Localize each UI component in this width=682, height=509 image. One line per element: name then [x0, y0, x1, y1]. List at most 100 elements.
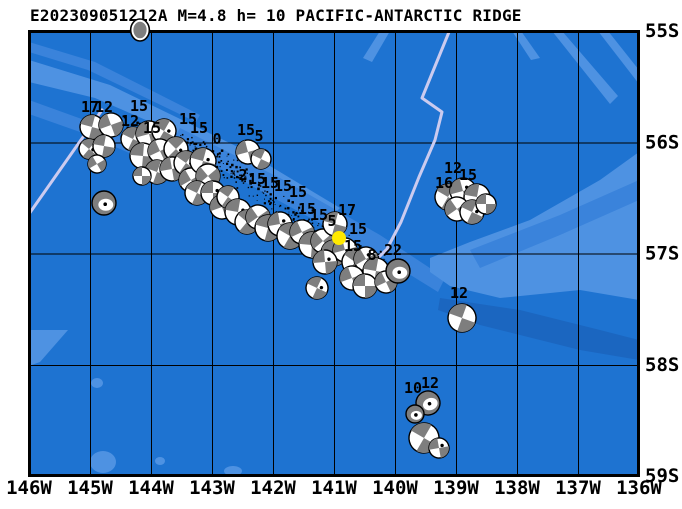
longitude-tick-label: 145W	[67, 477, 113, 499]
micro-event-marker	[138, 122, 141, 125]
micro-event-marker	[247, 186, 250, 189]
latitude-tick-label: 59S	[645, 465, 679, 487]
micro-event-marker	[243, 177, 247, 180]
focal-mechanism-beachball	[98, 112, 124, 138]
micro-event-marker	[226, 177, 229, 179]
micro-event-marker	[217, 154, 219, 156]
micro-event-marker	[180, 135, 182, 137]
longitude-tick-label: 143W	[189, 477, 235, 499]
micro-event-marker	[348, 234, 350, 236]
depth-label: 22	[384, 241, 402, 259]
micro-event-marker	[222, 174, 225, 176]
micro-event-marker	[191, 141, 194, 144]
micro-event-marker	[136, 121, 139, 125]
micro-event-marker	[271, 208, 273, 210]
depth-label: 12	[421, 374, 439, 392]
micro-event-marker	[383, 254, 386, 256]
micro-event-marker	[250, 175, 252, 178]
micro-event-marker	[269, 197, 272, 200]
micro-event-marker	[191, 136, 193, 139]
focal-mechanism-beachball	[475, 193, 497, 215]
depth-label: 12	[121, 112, 139, 130]
depth-label: 12	[450, 284, 468, 302]
depth-label: 0	[212, 130, 221, 148]
micro-event-marker	[297, 213, 299, 214]
micro-event-marker	[123, 117, 126, 119]
latitude-tick-label: 57S	[645, 243, 679, 265]
focal-mechanism-beachball	[405, 404, 425, 424]
micro-event-marker	[235, 165, 238, 169]
beachball-axis-dot	[103, 202, 107, 206]
micro-event-marker	[383, 258, 385, 260]
beachball-core	[133, 21, 147, 39]
bathymetry-patch	[224, 466, 242, 476]
micro-event-marker	[311, 222, 314, 225]
micro-event-marker	[234, 174, 236, 176]
bathymetry-band	[470, 180, 639, 268]
micro-event-marker	[242, 182, 245, 184]
micro-event-marker	[250, 174, 253, 177]
depth-label: 15	[237, 121, 255, 139]
focal-mechanism-beachball	[132, 166, 152, 186]
focal-mechanism-beachball	[305, 276, 329, 300]
micro-event-marker	[246, 172, 248, 174]
depth-label: 15	[344, 237, 362, 255]
micro-event-marker	[218, 152, 221, 155]
micro-event-marker	[257, 188, 259, 190]
beachball-axis-dot	[397, 270, 401, 274]
bathymetry-bands	[29, 31, 639, 476]
micro-event-marker	[379, 250, 382, 253]
beachball-quadrants	[461, 200, 483, 224]
micro-event-marker	[194, 147, 198, 151]
beachball-quadrants	[80, 115, 104, 139]
micro-event-marker	[237, 176, 239, 179]
micro-event-marker	[189, 144, 191, 146]
micro-event-marker	[256, 200, 258, 201]
micro-event-marker	[318, 223, 320, 225]
depth-label: 17	[81, 98, 99, 116]
focal-mechanism-beachball	[87, 154, 107, 174]
micro-event-marker	[359, 245, 362, 248]
micro-event-marker	[264, 190, 266, 192]
micro-event-marker	[205, 145, 208, 148]
focal-mechanism-beachball	[312, 249, 338, 275]
micro-event-marker	[274, 204, 276, 206]
micro-event-marker	[233, 159, 235, 161]
micro-event-marker	[240, 174, 243, 177]
micro-event-marker	[218, 161, 221, 164]
beachball-axis-dot	[206, 157, 210, 162]
micro-event-marker	[216, 165, 218, 168]
beachball-quadrants	[476, 194, 496, 214]
depth-label: 5	[254, 127, 263, 145]
plot-title: E202309051212A M=4.8 h= 10 PACIFIC-ANTAR…	[30, 6, 522, 25]
micro-event-marker	[308, 218, 310, 221]
micro-event-marker	[245, 175, 247, 177]
grid-lines	[29, 31, 639, 476]
beachball-axis-dot	[366, 253, 371, 257]
micro-event-marker	[243, 175, 245, 177]
micro-event-marker	[227, 153, 230, 156]
micro-event-marker	[268, 200, 271, 203]
beachball-quadrants	[88, 156, 106, 172]
micro-event-marker	[212, 150, 215, 153]
depth-label: 15	[310, 206, 328, 224]
bathymetry-patch	[155, 457, 165, 465]
depth-label: 15	[248, 170, 266, 188]
focal-mechanism-beachball	[385, 258, 411, 284]
depth-label: 2	[238, 166, 247, 184]
depth-label: 12	[444, 159, 462, 177]
micro-event-marker	[260, 185, 262, 187]
bathymetry-band	[512, 31, 540, 60]
depth-label: 15	[349, 220, 367, 238]
micro-event-marker	[314, 230, 316, 232]
micro-event-marker	[269, 193, 272, 196]
micro-event-marker	[193, 142, 196, 145]
micro-event-marker	[248, 195, 250, 197]
micro-event-marker	[216, 155, 218, 158]
micro-event-marker	[249, 179, 252, 183]
micro-event-marker	[230, 170, 233, 173]
micro-event-marker	[301, 209, 304, 213]
beachball-quadrants	[353, 274, 377, 298]
micro-event-marker	[377, 253, 380, 256]
